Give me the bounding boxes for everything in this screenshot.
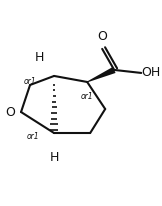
Text: or1: or1	[81, 92, 93, 102]
Text: O: O	[97, 30, 107, 43]
Text: H: H	[34, 52, 44, 64]
Text: OH: OH	[141, 67, 161, 80]
Polygon shape	[87, 67, 116, 82]
Text: O: O	[6, 105, 15, 118]
Text: or1: or1	[27, 132, 39, 140]
Text: H: H	[49, 151, 59, 164]
Text: or1: or1	[24, 77, 36, 87]
